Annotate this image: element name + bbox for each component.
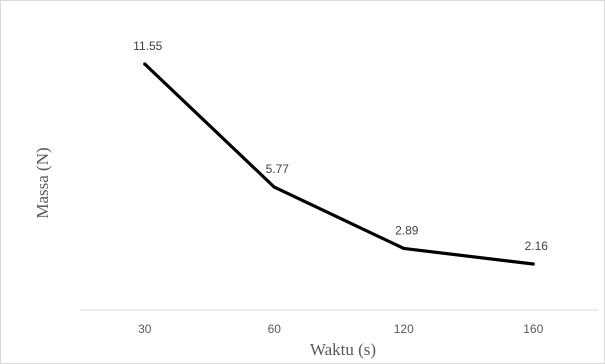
series-line xyxy=(143,62,534,266)
data-point xyxy=(402,246,406,251)
y-axis-title: Massa (N) xyxy=(33,147,52,218)
data-label: 11.55 xyxy=(133,39,162,53)
x-tick-label: 60 xyxy=(268,322,282,336)
data-label: 5.77 xyxy=(266,162,290,176)
data-label: 2.16 xyxy=(525,239,549,253)
data-point xyxy=(531,262,535,266)
x-tick-label: 160 xyxy=(523,322,543,336)
x-tick-label: 120 xyxy=(394,322,414,336)
data-label: 2.89 xyxy=(395,223,419,237)
x-tick-label: 30 xyxy=(138,322,152,336)
x-axis-title: Waktu (s) xyxy=(310,340,376,359)
data-point xyxy=(272,185,276,189)
data-point xyxy=(143,62,147,66)
